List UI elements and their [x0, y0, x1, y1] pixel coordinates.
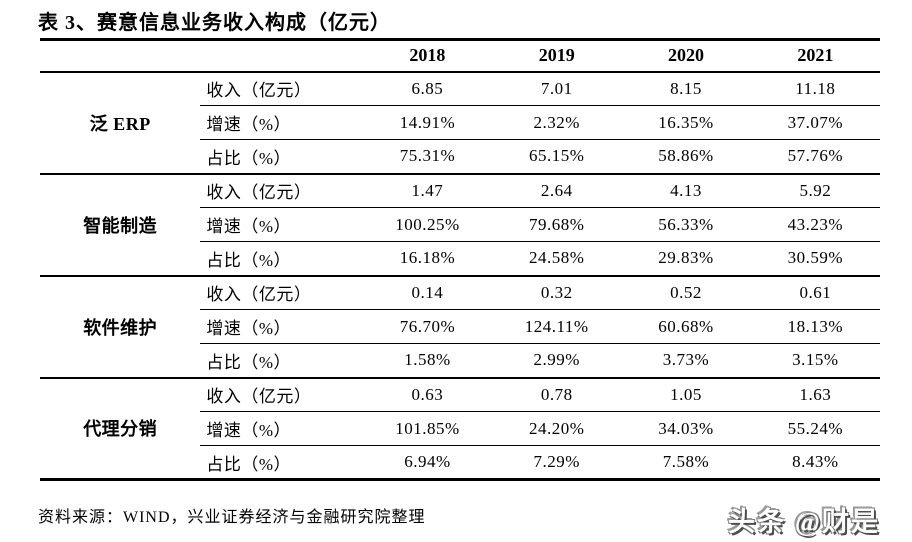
table-cell: 3.73% — [621, 343, 751, 379]
table-cell: 24.58% — [492, 241, 622, 277]
table-cell: 60.68% — [621, 309, 751, 344]
table-cell: 8.43% — [750, 445, 880, 481]
source-note: 资料来源：WIND，兴业证券经济与金融研究院整理 — [38, 509, 426, 526]
header-spacer — [200, 38, 363, 73]
row-label: 占比（%） — [200, 139, 363, 175]
table-cell: 14.91% — [362, 105, 493, 140]
year-header: 2021 — [750, 38, 880, 73]
table-row: 占比（%） 75.31% 65.15% 58.86% 57.76% — [40, 139, 880, 175]
table-cell: 1.47 — [362, 173, 493, 208]
row-label: 占比（%） — [200, 241, 363, 277]
table-cell: 16.18% — [362, 241, 493, 277]
row-label: 收入（亿元） — [200, 173, 363, 208]
row-label: 增速（%） — [200, 309, 363, 344]
table-cell: 56.33% — [621, 207, 751, 242]
table-cell: 6.85 — [362, 71, 493, 106]
table-cell: 16.35% — [621, 105, 751, 140]
table-cell: 0.63 — [362, 377, 493, 412]
table-cell: 29.83% — [621, 241, 751, 277]
table-cell: 55.24% — [750, 411, 880, 446]
row-label: 占比（%） — [200, 445, 363, 481]
table-cell: 0.61 — [750, 275, 880, 310]
table-cell: 8.15 — [621, 71, 751, 106]
table-body: 泛 ERP 收入（亿元） 6.85 7.01 8.15 11.18 增速（%） 14.91% 2… — [40, 71, 880, 481]
table-cell: 101.85% — [362, 411, 493, 446]
table-cell: 6.94% — [362, 445, 493, 481]
row-label: 增速（%） — [200, 105, 363, 140]
row-label: 收入（亿元） — [200, 71, 363, 106]
table-cell: 2.32% — [492, 105, 622, 140]
table-cell: 5.92 — [750, 173, 880, 208]
year-header-row: 2018 2019 2020 2021 — [40, 38, 880, 73]
year-header: 2018 — [362, 38, 493, 73]
table-row: 增速（%） 76.70% 124.11% 60.68% 18.13% — [40, 309, 880, 344]
table-row: 泛 ERP 收入（亿元） 6.85 7.01 8.15 11.18 — [40, 71, 880, 175]
table-cell: 3.15% — [750, 343, 880, 379]
table-row: 软件维护 收入（亿元） 0.14 0.32 0.52 0.61 — [40, 275, 880, 379]
table-row: 增速（%） 14.91% 2.32% 16.35% 37.07% — [40, 105, 880, 140]
table-cell: 1.63 — [750, 377, 880, 412]
table-row: 增速（%） 101.85% 24.20% 34.03% 55.24% — [40, 411, 880, 446]
segment-name: 软件维护 — [40, 275, 201, 379]
table-cell: 79.68% — [492, 207, 622, 242]
table-cell: 57.76% — [750, 139, 880, 175]
table-cell: 4.13 — [621, 173, 751, 208]
table-cell: 24.20% — [492, 411, 622, 446]
table-row: 占比（%） 16.18% 24.58% 29.83% 30.59% — [40, 241, 880, 277]
table-cell: 124.11% — [492, 309, 622, 344]
table-cell: 18.13% — [750, 309, 880, 344]
table-cell: 11.18 — [750, 71, 880, 106]
table-cell: 76.70% — [362, 309, 493, 344]
table-cell: 0.52 — [621, 275, 751, 310]
table-row: 增速（%） 100.25% 79.68% 56.33% 43.23% — [40, 207, 880, 242]
table-cell: 30.59% — [750, 241, 880, 277]
table-cell: 7.58% — [621, 445, 751, 481]
table-cell: 1.05 — [621, 377, 751, 412]
table-cell: 7.29% — [492, 445, 622, 481]
table-cell: 2.64 — [492, 173, 622, 208]
table-cell: 58.86% — [621, 139, 751, 175]
table-cell: 43.23% — [750, 207, 880, 242]
table-cell: 0.32 — [492, 275, 622, 310]
table-cell: 0.78 — [492, 377, 622, 412]
table-row: 占比（%） 6.94% 7.29% 7.58% 8.43% — [40, 445, 880, 481]
year-header: 2020 — [621, 38, 751, 73]
row-label: 增速（%） — [200, 207, 363, 242]
table-cell: 65.15% — [492, 139, 622, 175]
table-cell: 0.14 — [362, 275, 493, 310]
table-cell: 37.07% — [750, 105, 880, 140]
table-row: 智能制造 收入（亿元） 1.47 2.64 4.13 5.92 — [40, 173, 880, 277]
header-spacer — [40, 38, 201, 73]
segment-name: 代理分销 — [40, 377, 201, 481]
segment-name: 智能制造 — [40, 173, 201, 277]
row-label: 占比（%） — [200, 343, 363, 379]
table-row: 代理分销 收入（亿元） 0.63 0.78 1.05 1.63 — [40, 377, 880, 481]
year-header: 2019 — [492, 38, 622, 73]
table-cell: 2.99% — [492, 343, 622, 379]
segment-name: 泛 ERP — [40, 71, 201, 175]
page-title: 表 3、赛意信息业务收入构成（亿元） — [38, 12, 391, 34]
row-label: 收入（亿元） — [200, 377, 363, 412]
row-label: 收入（亿元） — [200, 275, 363, 310]
row-label: 增速（%） — [200, 411, 363, 446]
table-cell: 75.31% — [362, 139, 493, 175]
revenue-composition-table: 2018 2019 2020 2021 泛 ERP 收入（亿元） 6.85 7.01 8… — [40, 38, 880, 481]
table-cell: 100.25% — [362, 207, 493, 242]
table-cell: 1.58% — [362, 343, 493, 379]
table-row: 占比（%） 1.58% 2.99% 3.73% 3.15% — [40, 343, 880, 379]
table-cell: 34.03% — [621, 411, 751, 446]
table-cell: 7.01 — [492, 71, 622, 106]
toutiao-watermark: 头条 @财是 — [728, 507, 880, 537]
